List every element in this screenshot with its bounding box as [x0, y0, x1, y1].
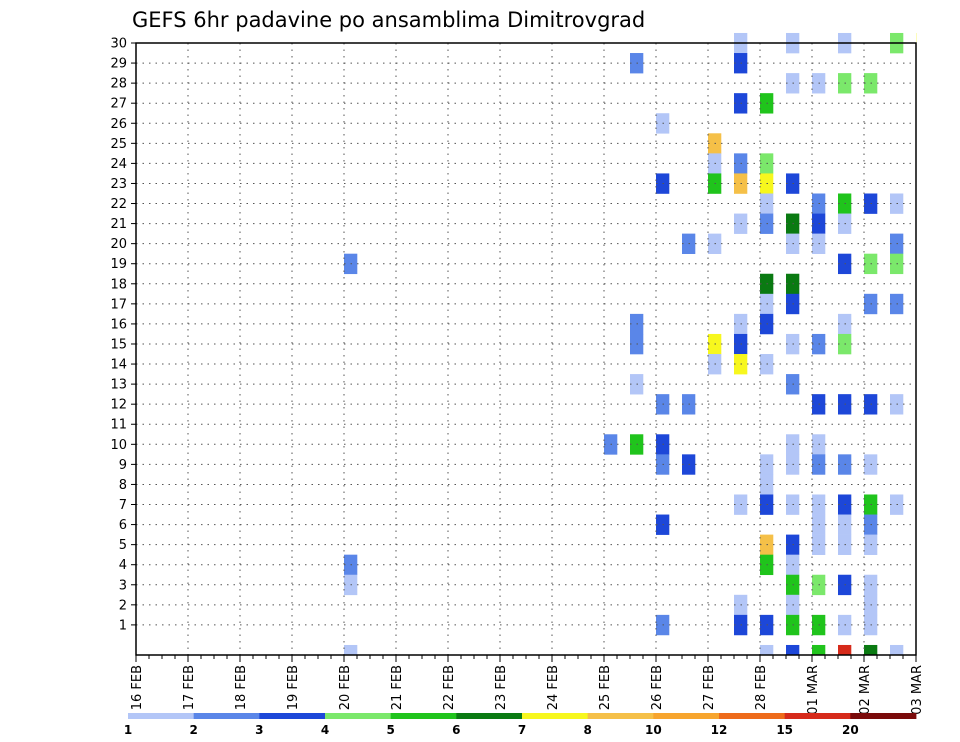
heatmap-cell — [864, 644, 878, 656]
legend-color-swatch — [719, 713, 786, 719]
y-tick-label: 8 — [119, 478, 127, 493]
y-tick-label: 26 — [110, 117, 127, 132]
y-tick-label: 12 — [110, 398, 127, 413]
y-tick-label: 6 — [119, 518, 127, 533]
legend-color-swatch — [653, 713, 720, 719]
legend-color-swatch — [784, 713, 851, 719]
y-axis: 1234567891011121314151617181920212223242… — [110, 37, 136, 633]
legend-threshold-label: 20 — [842, 723, 859, 737]
legend-threshold-label: 8 — [583, 723, 591, 737]
legend-color-swatch — [456, 713, 523, 719]
legend-color-swatch — [259, 713, 326, 719]
heatmap-cell — [812, 644, 826, 656]
legend-threshold-label: 15 — [776, 723, 793, 737]
y-tick-label: 21 — [110, 217, 127, 232]
y-tick-label: 7 — [119, 498, 127, 513]
legend-color-swatch — [325, 713, 392, 719]
color-legend: 1 2 3 4 5 6 7 8 10 12 15 20 — [124, 713, 917, 737]
legend-color-swatch — [850, 713, 917, 719]
y-tick-label: 2 — [119, 598, 127, 613]
y-tick-label: 25 — [110, 137, 127, 152]
y-tick-label: 29 — [110, 57, 127, 72]
y-tick-label: 19 — [110, 257, 127, 272]
legend-threshold-label: 3 — [255, 723, 263, 737]
x-tick-label: 27 FEB — [702, 665, 717, 710]
x-tick-label: 28 FEB — [754, 665, 769, 710]
y-tick-label: 22 — [110, 197, 127, 212]
y-tick-label: 3 — [119, 578, 127, 593]
heatmap-cell — [890, 644, 904, 656]
y-tick-label: 4 — [119, 558, 127, 573]
y-tick-label: 13 — [110, 378, 127, 393]
legend-threshold-label: 10 — [645, 723, 662, 737]
y-tick-label: 9 — [119, 458, 127, 473]
y-tick-label: 24 — [110, 157, 127, 172]
y-tick-label: 11 — [110, 418, 127, 433]
y-tick-label: 1 — [119, 618, 127, 633]
x-tick-label: 26 FEB — [650, 665, 665, 710]
legend-threshold-label: 7 — [518, 723, 526, 737]
x-tick-label: 20 FEB — [338, 665, 353, 710]
x-tick-label: 03 MAR — [910, 665, 925, 715]
legend-threshold-label: 1 — [124, 723, 132, 737]
x-axis: 16 FEB 17 FEB 18 FEB 19 FEB 20 FEB 21 FEB 22 F… — [130, 655, 925, 715]
legend-threshold-label: 4 — [321, 723, 329, 737]
legend-color-swatch — [587, 713, 654, 719]
heatmap-cell — [760, 644, 774, 656]
legend-threshold-label: 5 — [386, 723, 394, 737]
y-tick-label: 17 — [110, 297, 127, 312]
y-tick-label: 27 — [110, 97, 127, 112]
y-tick-label: 20 — [110, 237, 127, 252]
y-tick-label: 14 — [110, 358, 127, 373]
legend-threshold-label: 6 — [452, 723, 460, 737]
y-tick-label: 18 — [110, 277, 127, 292]
y-tick-label: 10 — [110, 438, 127, 453]
legend-color-swatch — [128, 713, 195, 719]
x-tick-label: 21 FEB — [390, 665, 405, 710]
chart-title: GEFS 6hr padavine po ansamblima Dimitrov… — [132, 8, 645, 32]
legend-color-swatch — [193, 713, 260, 719]
legend-threshold-label: 2 — [189, 723, 197, 737]
y-tick-label: 23 — [110, 177, 127, 192]
heatmap-cell — [786, 644, 800, 656]
heatmap-cell — [838, 644, 852, 656]
x-tick-label: 23 FEB — [494, 665, 509, 710]
heatmap-cell — [344, 644, 358, 656]
y-tick-label: 30 — [110, 37, 127, 52]
legend-color-swatch — [390, 713, 457, 719]
legend-threshold-label: 12 — [711, 723, 728, 737]
x-tick-label: 01 MAR — [806, 665, 821, 715]
x-tick-label: 19 FEB — [286, 665, 301, 710]
y-tick-label: 16 — [110, 317, 127, 332]
y-tick-label: 15 — [110, 337, 127, 352]
legend-color-swatch — [522, 713, 589, 719]
x-tick-label: 17 FEB — [182, 665, 197, 710]
x-tick-label: 16 FEB — [130, 665, 145, 710]
x-tick-label: 25 FEB — [598, 665, 613, 710]
x-tick-label: 22 FEB — [442, 665, 457, 710]
y-tick-label: 28 — [110, 77, 127, 92]
x-tick-label: 18 FEB — [234, 665, 249, 710]
x-tick-label: 24 FEB — [546, 665, 561, 710]
gridlines — [136, 42, 916, 655]
x-tick-label: 02 MAR — [858, 665, 873, 715]
y-tick-label: 5 — [119, 538, 127, 553]
